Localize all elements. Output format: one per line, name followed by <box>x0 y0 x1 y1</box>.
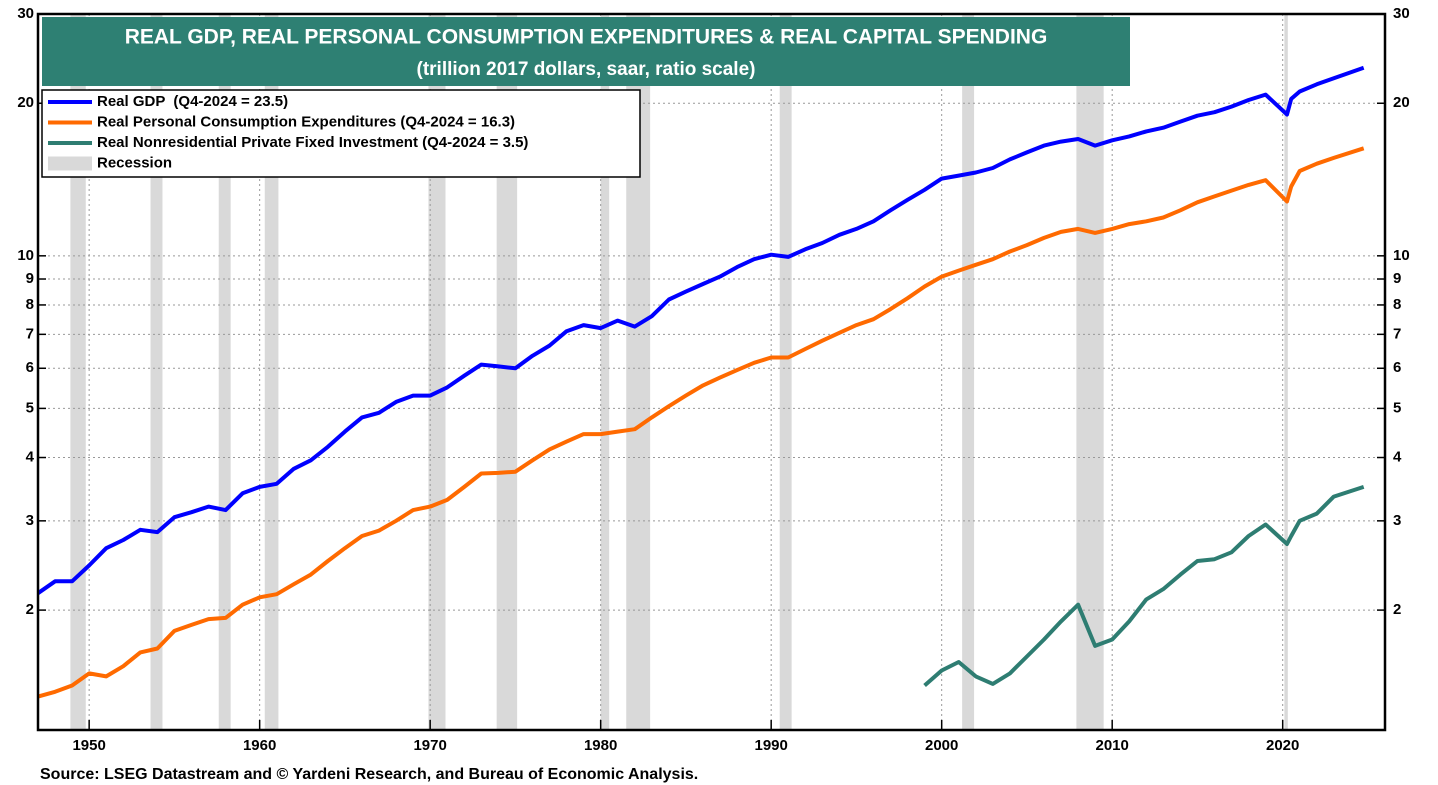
y2-tick-label: 7 <box>1393 325 1401 342</box>
y-tick-label: 10 <box>17 247 34 264</box>
y-tick-label: 20 <box>17 94 34 111</box>
y-tick-label: 9 <box>26 270 34 287</box>
y2-tick-label: 5 <box>1393 399 1401 416</box>
recession-band <box>626 14 651 730</box>
y2-tick-label: 6 <box>1393 359 1401 376</box>
recession-band <box>428 14 446 730</box>
x-tick-label: 2000 <box>925 737 958 754</box>
recession-band <box>962 14 975 730</box>
lines <box>36 65 1365 699</box>
y2-tick-label: 30 <box>1393 5 1410 22</box>
y2-tick-label: 2 <box>1393 601 1401 618</box>
series-line <box>37 146 1365 699</box>
recession-band <box>218 14 231 730</box>
chart-title: REAL GDP, REAL PERSONAL CONSUMPTION EXPE… <box>125 26 1048 49</box>
y2-tick-label: 3 <box>1393 512 1401 529</box>
x-tick-label: 2020 <box>1266 737 1299 754</box>
recession-band <box>1076 14 1104 730</box>
y-tick-label: 2 <box>26 601 34 618</box>
recession-band <box>70 14 86 730</box>
series-line <box>923 484 1365 688</box>
y-tick-label: 5 <box>26 399 34 416</box>
legend-box <box>41 89 641 178</box>
legend-label: Real Personal Consumption Expenditures (… <box>97 113 515 130</box>
y2-tick-label: 9 <box>1393 270 1401 287</box>
y-tick-label: 6 <box>26 359 34 376</box>
source: Source: LSEG Datastream and © Yardeni Re… <box>40 766 698 783</box>
x-tick-label: 2010 <box>1096 737 1129 754</box>
title-box <box>42 17 1130 86</box>
y-tick-label: 8 <box>26 296 34 313</box>
x-tick-label: 1960 <box>243 737 276 754</box>
series-line <box>36 65 1365 595</box>
x-tick-label: 1970 <box>413 737 446 754</box>
legend-label: Real Nonresidential Private Fixed Invest… <box>97 134 528 151</box>
recession-band <box>600 14 610 730</box>
recession-band <box>496 14 518 730</box>
y2-tick-label: 4 <box>1393 448 1402 465</box>
recession-band <box>150 14 163 730</box>
legend-label: Real GDP (Q4-2024 = 23.5) <box>97 93 288 110</box>
y2-tick-label: 20 <box>1393 94 1410 111</box>
legend-swatch <box>48 156 92 171</box>
chart-subtitle: (trillion 2017 dollars, saar, ratio scal… <box>417 59 756 80</box>
plot-frame <box>36 12 1387 732</box>
legend: Real GDP (Q4-2024 = 23.5) Real Personal C… <box>48 93 528 171</box>
recession-band <box>779 14 792 730</box>
legend-label: Recession <box>97 154 172 171</box>
x-tick-label: 1990 <box>754 737 787 754</box>
recession-band <box>264 14 279 730</box>
recession-band <box>1284 14 1288 730</box>
x-tick-label: 1950 <box>72 737 105 754</box>
y-tick-label: 30 <box>17 5 34 22</box>
y-tick-label: 3 <box>26 512 34 529</box>
y-tick-label: 4 <box>26 448 35 465</box>
y2-tick-label: 10 <box>1393 247 1410 264</box>
y-tick-label: 7 <box>26 325 34 342</box>
x-tick-label: 1980 <box>584 737 617 754</box>
y2-tick-label: 8 <box>1393 296 1401 313</box>
